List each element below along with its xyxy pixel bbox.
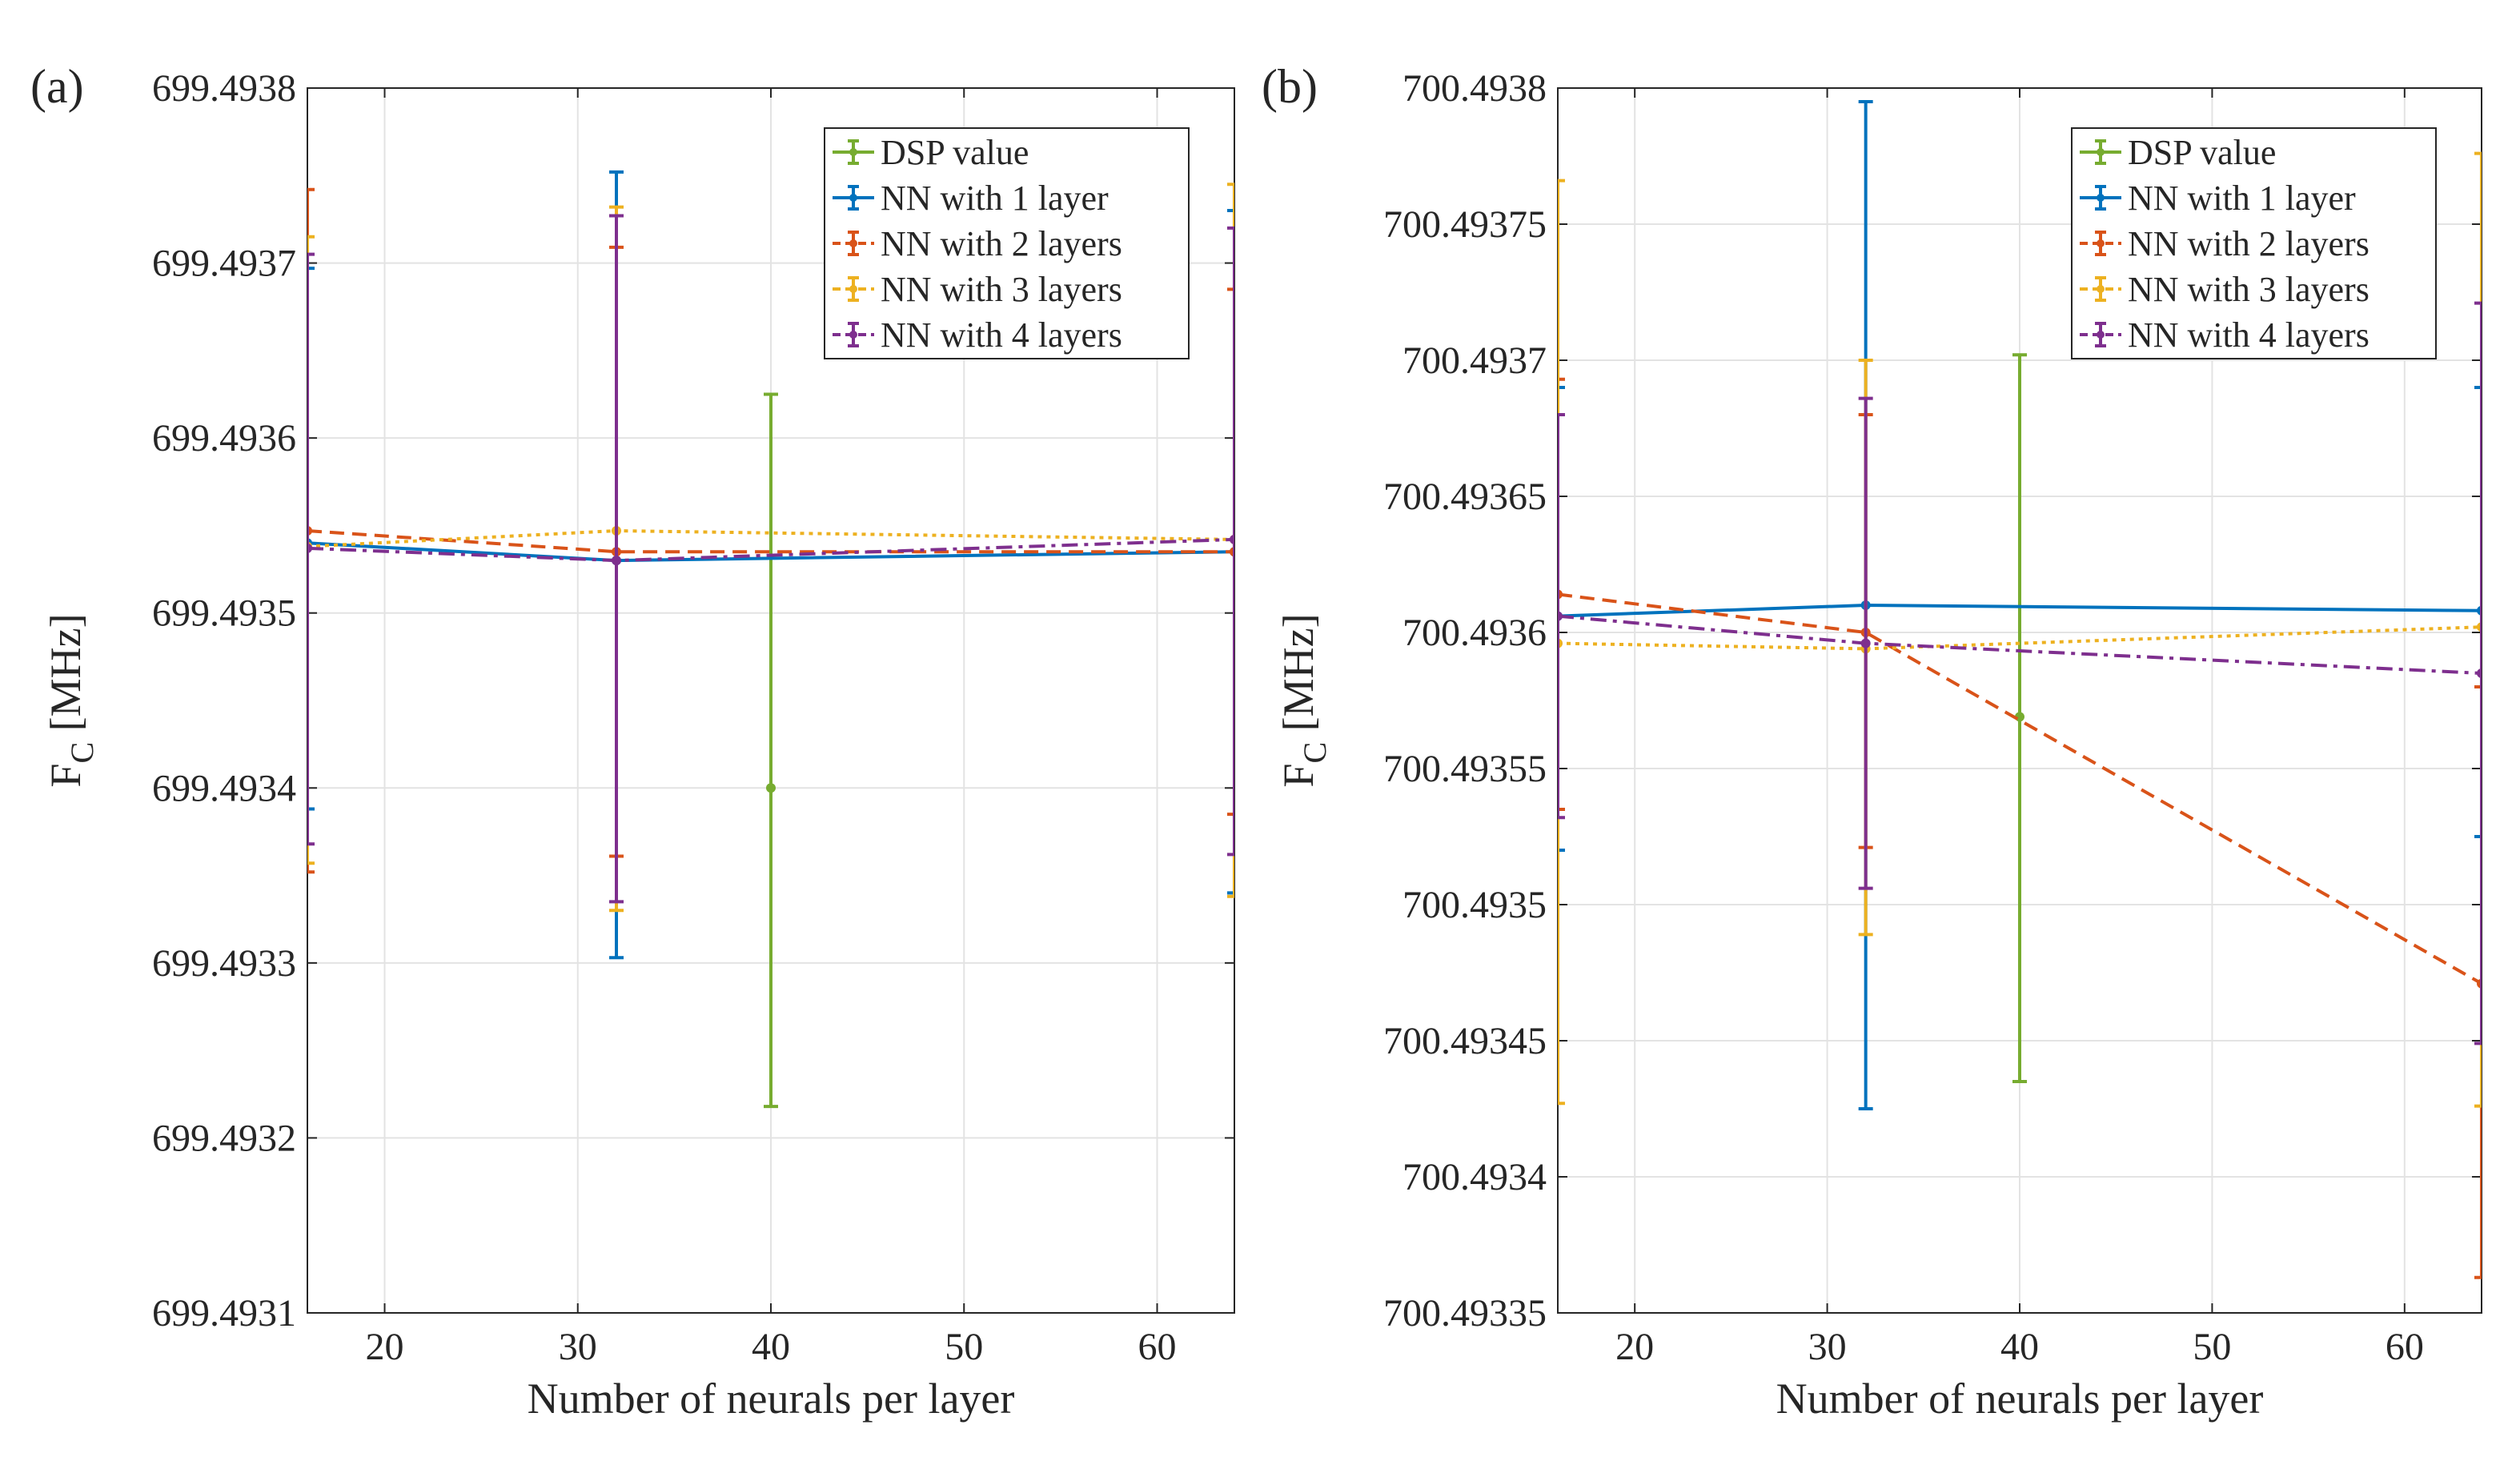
x-tick-label: 20	[1615, 1326, 1654, 1368]
legend-marker	[849, 285, 857, 293]
y-tick-label: 699.4932	[152, 1117, 296, 1159]
legend: DSP value NN with 1 layer NN with 2 layers…	[824, 127, 1190, 359]
data-point	[1860, 638, 1871, 648]
data-point	[2477, 668, 2482, 678]
y-tick-label: 700.4936	[1402, 612, 1547, 654]
legend-label: NN with 2 layers	[881, 224, 1122, 263]
panel-a: (a) 20 30 40 50 60 699.4931 699.4932 699.4933 69…	[30, 60, 1235, 1423]
series-4	[1558, 301, 2482, 1046]
y-tick-label: 699.4938	[152, 67, 296, 110]
x-tick-label: 40	[2000, 1326, 2039, 1368]
series-0	[764, 392, 778, 1109]
y-tick-label: 700.4934	[1402, 1156, 1547, 1198]
y-axis-label-unit: [MHz]	[42, 613, 90, 741]
x-tick-label: 50	[2193, 1326, 2231, 1368]
y-tick-label: 700.49345	[1383, 1020, 1547, 1062]
data-point	[1558, 611, 1563, 621]
y-axis-label-main: F	[42, 764, 90, 788]
x-tick-label: 60	[1138, 1326, 1177, 1368]
legend-marker	[2097, 285, 2105, 293]
panel-label: (a)	[30, 60, 84, 113]
legend-box	[824, 127, 1190, 359]
y-axis-label-subscript: C	[1297, 742, 1333, 764]
y-tick-label: 699.4936	[152, 417, 296, 460]
panel-label: (b)	[1262, 60, 1318, 113]
y-axis-label-unit: [MHz]	[1274, 613, 1322, 741]
legend-label: NN with 1 layer	[2128, 179, 2356, 218]
legend-marker	[2097, 194, 2105, 202]
y-axis-label-main: F	[1274, 764, 1322, 788]
series-group	[1558, 100, 2482, 1279]
legend-label: NN with 1 layer	[881, 179, 1109, 218]
y-tick-label: 699.4934	[152, 767, 296, 809]
y-tick-label: 699.4935	[152, 592, 296, 635]
legend-marker	[849, 148, 857, 156]
legend-marker	[849, 194, 857, 202]
legend-box	[2071, 127, 2437, 359]
series-line	[307, 528, 1234, 554]
x-tick-label: 60	[2386, 1326, 2424, 1368]
panel-b: (b) 20 30 40 50 60 700.49335 700.4934 700.49345…	[1262, 60, 2482, 1423]
x-tick-label: 30	[1808, 1326, 1847, 1368]
series-0	[2012, 353, 2027, 1083]
legend-label: DSP value	[2128, 133, 2276, 172]
y-tick-label: 699.4931	[152, 1292, 296, 1335]
series-line	[1558, 592, 2482, 985]
legend-marker	[2097, 148, 2105, 156]
legend-marker	[2097, 239, 2105, 247]
y-tick-label: 699.4937	[152, 243, 296, 285]
y-tick-label: 700.4937	[1402, 339, 1547, 382]
x-axis-label: Number of neurals per layer	[528, 1375, 1015, 1423]
y-tick-label: 700.49365	[1383, 476, 1547, 518]
y-tick-label: 700.49375	[1383, 203, 1547, 246]
y-axis-label-subscript: C	[64, 742, 100, 764]
legend-label: NN with 3 layers	[881, 270, 1122, 309]
legend-label: NN with 3 layers	[2128, 270, 2370, 309]
y-tick-label: 699.4933	[152, 942, 296, 985]
legend-label: NN with 4 layers	[2128, 315, 2370, 355]
legend-marker	[2097, 331, 2105, 339]
data-point	[1230, 534, 1234, 544]
data-point	[307, 543, 312, 553]
legend-label: NN with 2 layers	[2128, 224, 2370, 263]
series-group	[307, 170, 1234, 1109]
x-axis-label: Number of neurals per layer	[1776, 1375, 2264, 1423]
y-axis-label: FC [MHz]	[1274, 613, 1333, 787]
y-tick-label: 700.49335	[1383, 1292, 1547, 1335]
legend-marker	[849, 239, 857, 247]
y-axis-label: FC [MHz]	[42, 613, 100, 787]
y-tick-label: 700.4935	[1402, 884, 1547, 926]
x-tick-label: 20	[366, 1326, 404, 1368]
legend-label: NN with 4 layers	[881, 315, 1122, 355]
x-tick-label: 50	[945, 1326, 983, 1368]
legend: DSP value NN with 1 layer NN with 2 layers…	[2071, 127, 2437, 359]
series-4	[307, 214, 1234, 904]
x-tick-label: 40	[752, 1326, 790, 1368]
y-tick-label: 700.49355	[1383, 748, 1547, 790]
data-point	[612, 556, 621, 566]
legend-marker	[849, 331, 857, 339]
x-tick-label: 30	[559, 1326, 597, 1368]
legend-label: DSP value	[881, 133, 1029, 172]
data-point	[766, 783, 776, 793]
y-tick-label: 700.4938	[1402, 67, 1547, 110]
